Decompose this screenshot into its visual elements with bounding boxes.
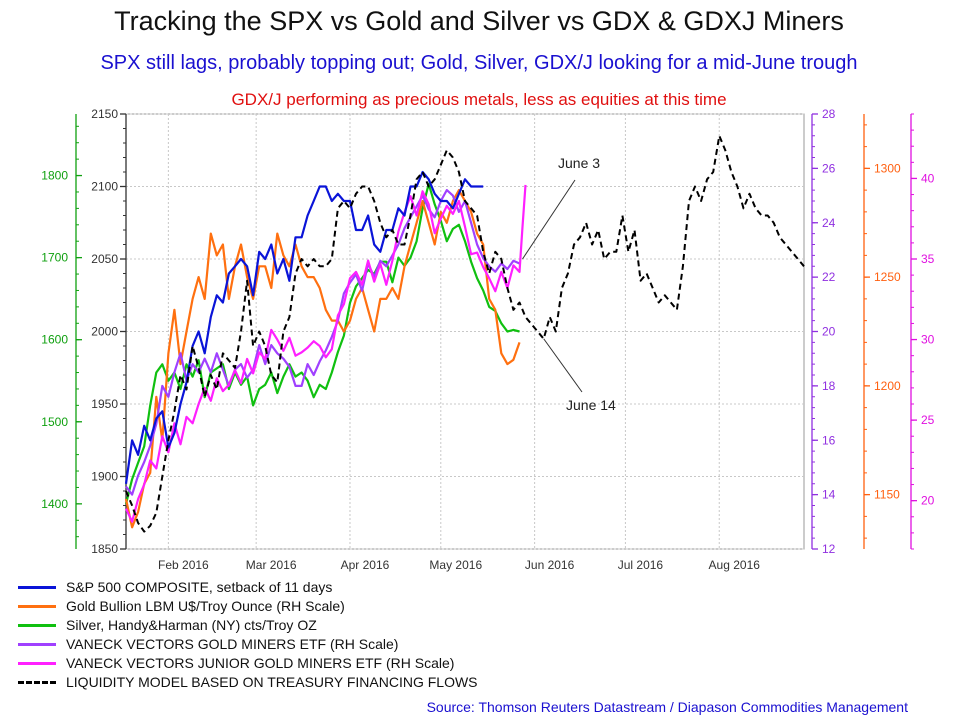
legend-label-spx: S&P 500 COMPOSITE, setback of 11 days [66,579,333,595]
gdx-axis-tick-label: 16 [822,433,836,447]
annotation-june14: June 14 [566,397,616,413]
legend-item-silver: Silver, Handy&Harman (NY) cts/Troy OZ [18,616,478,635]
legend-label-gold: Gold Bullion LBM U$/Troy Ounce (RH Scale… [66,598,345,614]
legend-label-gdxj: VANECK VECTORS JUNIOR GOLD MINERS ETF (R… [66,655,455,671]
silver-axis-tick-label: 1400 [41,497,68,511]
legend-item-spx: S&P 500 COMPOSITE, setback of 11 days [18,578,478,597]
chart-title: Tracking the SPX vs Gold and Silver vs G… [114,6,844,36]
gdxj-axis-tick-label: 20 [921,494,935,508]
x-tick-label: Mar 2016 [246,558,297,572]
spx-axis-tick-label: 1850 [91,542,118,556]
annotation-june3: June 3 [558,155,600,171]
spx-axis-tick-label: 2150 [91,107,118,121]
gold-axis-tick-label: 1200 [874,379,901,393]
legend-label-gdx: VANECK VECTORS GOLD MINERS ETF (RH Scale… [66,636,399,652]
gdx-axis-tick-label: 18 [822,379,836,393]
gdxj-axis-tick-label: 35 [921,252,935,266]
gdx-axis-tick-label: 26 [822,161,836,175]
legend-label-liquidity: LIQUIDITY MODEL BASED ON TREASURY FINANC… [66,674,478,690]
series-line-gdx [125,189,520,496]
gdxj-axis-tick-label: 30 [921,333,935,347]
silver-axis-tick-label: 1700 [41,251,68,265]
series-line-gdxj [125,184,527,523]
spx-axis-tick-label: 1950 [91,397,118,411]
series-line-liquidity [125,134,805,533]
spx-axis-tick-label: 2050 [91,252,118,266]
gold-axis-tick-label: 1300 [874,161,901,175]
legend-item-liquidity: LIQUIDITY MODEL BASED ON TREASURY FINANC… [18,673,478,692]
x-tick-label: Jun 2016 [525,558,575,572]
legend: S&P 500 COMPOSITE, setback of 11 days Go… [18,578,478,692]
spx-axis-tick-label: 2100 [91,180,118,194]
annotation-pointer-june14 [543,338,583,393]
legend-item-gdxj: VANECK VECTORS JUNIOR GOLD MINERS ETF (R… [18,654,478,673]
x-tick-label: Jul 2016 [618,558,664,572]
gdxj-axis-tick-label: 40 [921,171,935,185]
gdx-axis-tick-label: 24 [822,216,836,230]
x-tick-label: Apr 2016 [341,558,390,572]
silver-axis-tick-label: 1600 [41,333,68,347]
legend-swatch-gold [18,605,56,608]
gold-axis-tick-label: 1250 [874,270,901,284]
chart-subtitle-2: GDX/J performing as precious metals, les… [231,90,727,109]
source-note: Source: Thomson Reuters Datastream / Dia… [426,699,908,715]
spx-axis-tick-label: 1900 [91,470,118,484]
x-tick-label: Feb 2016 [158,558,209,572]
series-line-silver [124,182,520,505]
silver-axis-tick-label: 1500 [41,415,68,429]
legend-swatch-silver [18,624,56,627]
gdx-axis-tick-label: 28 [822,107,836,121]
legend-swatch-liquidity [18,681,56,684]
legend-item-gold: Gold Bullion LBM U$/Troy Ounce (RH Scale… [18,597,478,616]
gdx-axis-tick-label: 22 [822,270,836,284]
gdxj-axis-tick-label: 25 [921,413,935,427]
silver-axis-tick-label: 1800 [41,169,68,183]
gdx-axis-tick-label: 20 [822,325,836,339]
chart-subtitle: SPX still lags, probably topping out; Go… [100,52,858,74]
legend-swatch-gdxj [18,662,56,665]
gdx-axis-tick-label: 14 [822,488,836,502]
x-tick-label: Aug 2016 [709,558,761,572]
gdx-axis-tick-label: 12 [822,542,836,556]
annotation-pointer-june3 [522,179,576,260]
legend-swatch-gdx [18,643,56,646]
spx-axis-tick-label: 2000 [91,325,118,339]
legend-swatch-spx [18,586,56,589]
gold-axis-tick-label: 1150 [874,488,900,502]
x-tick-label: May 2016 [429,558,482,572]
legend-item-gdx: VANECK VECTORS GOLD MINERS ETF (RH Scale… [18,635,478,654]
legend-label-silver: Silver, Handy&Harman (NY) cts/Troy OZ [66,617,317,633]
